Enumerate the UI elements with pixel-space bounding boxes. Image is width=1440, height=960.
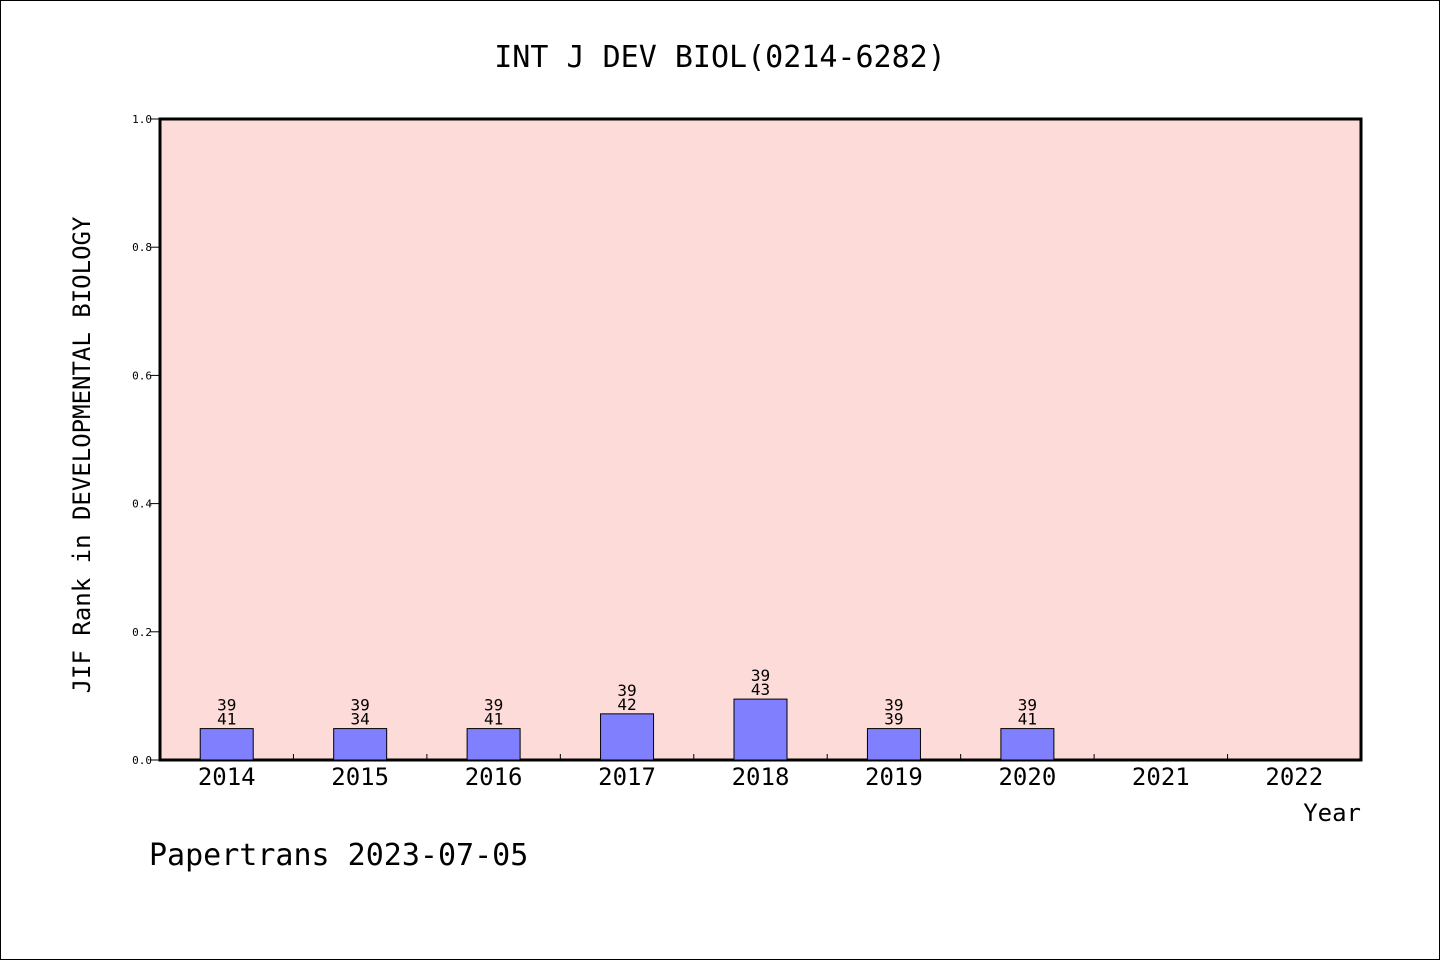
- bar: [1000, 728, 1055, 761]
- y-tick-label: 0.6: [132, 369, 152, 382]
- bar-label-top: 39: [884, 696, 903, 715]
- bar: [600, 713, 655, 761]
- y-tick-label: 1.0: [132, 113, 152, 126]
- bar-label-top: 39: [484, 696, 503, 715]
- x-tick-label: 2017: [598, 763, 656, 791]
- footer-credit: Papertrans 2023-07-05: [149, 838, 528, 873]
- bar-label-bottom: 42: [617, 695, 636, 714]
- y-axis: 0.0 0.2 0.4 0.6 0.8 1.0: [132, 113, 160, 767]
- x-tick-label: 2021: [1132, 763, 1190, 791]
- x-tick-label: 2022: [1265, 763, 1323, 791]
- y-axis-label: JIF Rank in DEVELOPMENTAL BIOLOGY: [68, 216, 96, 693]
- bar-label-top: 39: [351, 696, 370, 715]
- bar: [866, 728, 921, 761]
- bar-label-bottom: 34: [351, 710, 370, 729]
- y-tick-label: 0.2: [132, 626, 152, 639]
- bar: [199, 728, 254, 761]
- x-tick-label: 2014: [198, 763, 256, 791]
- x-tick-label: 2016: [465, 763, 523, 791]
- bar-label-bottom: 41: [217, 710, 236, 729]
- bar-label-top: 39: [217, 696, 236, 715]
- x-tick-label: 2019: [865, 763, 923, 791]
- bar-label-top: 39: [751, 666, 770, 685]
- bar-label-bottom: 43: [751, 680, 770, 699]
- chart-title: INT J DEV BIOL(0214-6282): [494, 40, 946, 75]
- bar-label-top: 39: [617, 681, 636, 700]
- bar-label-bottom: 41: [1018, 710, 1037, 729]
- bar-label-top: 39: [1018, 696, 1037, 715]
- x-tick-label: 2020: [998, 763, 1056, 791]
- bar: [733, 698, 788, 761]
- bars-group: [199, 698, 1055, 761]
- x-axis: 2014 2015 2016 2017 2018 2019 2020 2021 2022: [198, 754, 1323, 791]
- plot-area: [158, 117, 1363, 762]
- x-tick-label: 2015: [331, 763, 389, 791]
- bar: [333, 728, 388, 761]
- bar: [466, 728, 521, 761]
- x-tick-label: 2018: [732, 763, 790, 791]
- bar-label-bottom: 41: [484, 710, 503, 729]
- x-axis-label: Year: [1303, 799, 1361, 827]
- y-tick-label: 0.0: [132, 754, 152, 767]
- y-tick-label: 0.8: [132, 241, 152, 254]
- y-tick-label: 0.4: [132, 498, 152, 511]
- bar-label-bottom: 39: [884, 710, 903, 729]
